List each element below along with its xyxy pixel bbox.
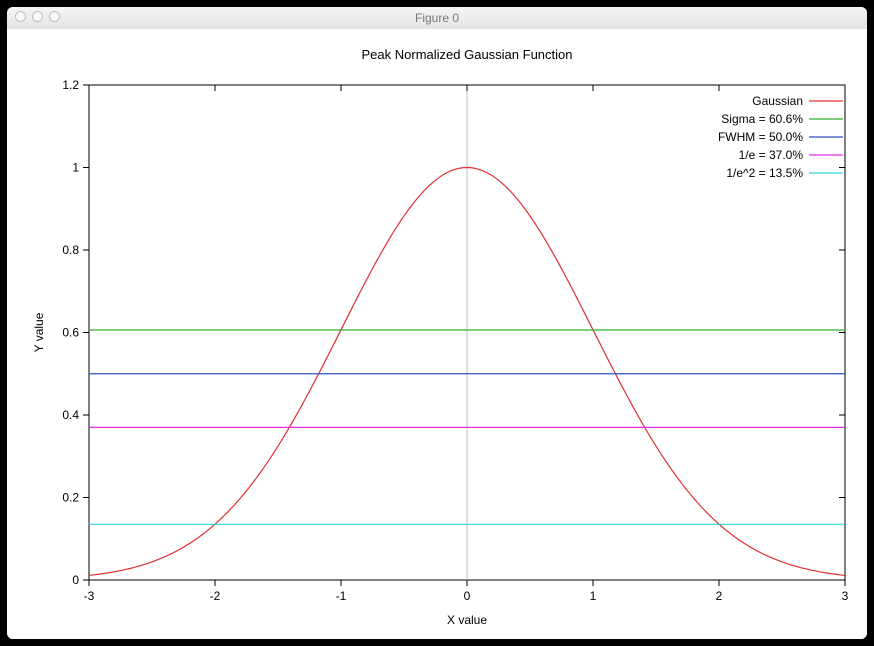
x-axis-label: X value <box>447 613 487 627</box>
legend-label: 1/e^2 = 13.5% <box>726 166 803 180</box>
legend-label: Sigma = 60.6% <box>721 112 803 126</box>
x-tick-label: -1 <box>336 589 347 603</box>
y-tick-label: 0.8 <box>62 243 79 257</box>
legend-label: 1/e = 37.0% <box>739 148 804 162</box>
zoom-icon[interactable] <box>49 11 60 22</box>
titlebar: Figure 0 <box>7 7 867 30</box>
legend-label: Gaussian <box>752 94 803 108</box>
y-tick-label: 0.4 <box>62 408 79 422</box>
y-axis-label: Y value <box>32 312 46 352</box>
x-tick-label: 0 <box>464 589 471 603</box>
window-title: Figure 0 <box>415 11 459 25</box>
x-tick-label: 3 <box>842 589 849 603</box>
close-icon[interactable] <box>15 11 26 22</box>
legend-label: FWHM = 50.0% <box>718 130 803 144</box>
y-tick-label: 1.2 <box>62 78 79 92</box>
y-tick-label: 0 <box>72 573 79 587</box>
chart-title: Peak Normalized Gaussian Function <box>362 47 573 62</box>
x-tick-label: -3 <box>84 589 95 603</box>
figure-window: Figure 0 Peak Normalized Gaussian Functi… <box>7 7 867 639</box>
x-tick-label: -2 <box>210 589 221 603</box>
figure-content: Peak Normalized Gaussian Function -3 -2 -1 0… <box>7 29 867 639</box>
minimize-icon[interactable] <box>32 11 43 22</box>
x-tick-label: 2 <box>716 589 723 603</box>
y-tick-label: 0.6 <box>62 326 79 340</box>
y-tick-label: 0.2 <box>62 491 79 505</box>
y-tick-label: 1 <box>72 161 79 175</box>
x-tick-label: 1 <box>590 589 597 603</box>
window-controls <box>15 11 60 22</box>
chart: Peak Normalized Gaussian Function -3 -2 -1 0… <box>7 29 867 639</box>
